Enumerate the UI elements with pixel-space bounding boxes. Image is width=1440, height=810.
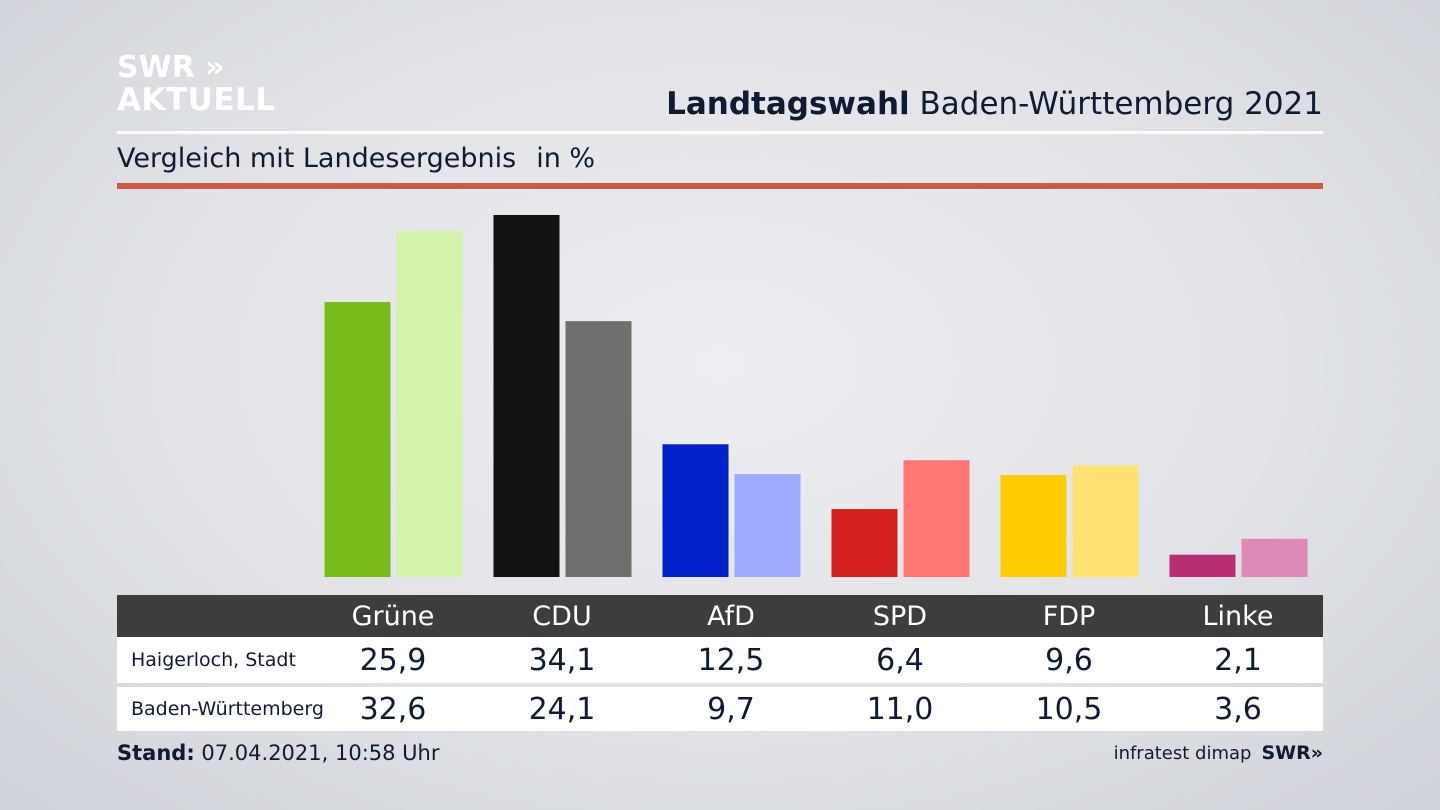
source-text: infratest dimap: [1113, 743, 1252, 764]
bar-linke-state: [1241, 538, 1308, 577]
table-cell: 9,6: [1045, 642, 1093, 678]
table-cell: 11,0: [866, 691, 934, 727]
bar-fdp-state: [1072, 465, 1139, 577]
stand-label: Stand:: [117, 741, 195, 765]
row-label: Baden-Württemberg: [131, 698, 324, 720]
table-cell: 32,6: [359, 691, 427, 727]
subtitle-text: Vergleich mit Landesergebnis: [117, 143, 517, 174]
bar-afd-state: [734, 474, 801, 577]
bar-cdu-state: [565, 321, 632, 577]
bar-grne-local: [324, 302, 391, 577]
table-cell: 24,1: [528, 691, 596, 727]
bar-grne-state: [396, 230, 463, 577]
title-bold: Landtagswahl: [666, 86, 910, 122]
logo-line-2: AKTUELL: [117, 82, 276, 118]
column-header: Grüne: [351, 600, 435, 632]
chart-title: Landtagswahl Baden-Württemberg 2021: [666, 86, 1323, 122]
swr-brand: SWR»: [1261, 742, 1323, 764]
table-row-local: Haigerloch, Stadt 25,9 34,1 12,5 6,4 9,6 2,1: [117, 637, 1323, 683]
bar-linke-local: [1169, 554, 1236, 577]
swr-aktuell-logo: SWR » AKTUELL: [117, 53, 276, 116]
row-label: Haigerloch, Stadt: [131, 649, 296, 671]
stand-value: 07.04.2021, 10:58 Uhr: [194, 741, 440, 765]
column-header: FDP: [1042, 600, 1096, 632]
column-header: SPD: [872, 600, 928, 632]
accent-divider: [117, 183, 1323, 189]
table-cell: 2,1: [1214, 642, 1262, 678]
chart-subtitle: Vergleich mit Landesergebnis in %: [117, 143, 595, 174]
unit-label: in %: [536, 143, 596, 174]
bar-cdu-local: [493, 215, 560, 577]
source-credit: infratest dimap SWR»: [1114, 742, 1323, 764]
title-rest: Baden-Württemberg 2021: [909, 86, 1324, 122]
table-cell: 9,7: [707, 691, 755, 727]
bar-chart: [324, 215, 1308, 577]
column-header: AfD: [707, 600, 755, 632]
bar-fdp-local: [1000, 475, 1067, 577]
title-divider: [117, 131, 1323, 134]
results-table: Grüne CDU AfD SPD FDP Linke Haigerloch, Stadt…: [117, 595, 1323, 731]
bar-spd-local: [831, 509, 898, 577]
table-cell: 25,9: [359, 642, 427, 678]
table-cell: 6,4: [876, 642, 924, 678]
table-cell: 12,5: [697, 642, 765, 678]
table-cell: 34,1: [528, 642, 596, 678]
table-cell: 10,5: [1035, 691, 1103, 727]
bar-spd-state: [903, 460, 970, 577]
table-cell: 3,6: [1214, 691, 1262, 727]
bar-afd-local: [662, 444, 729, 577]
logo-line-1: SWR »: [117, 50, 225, 85]
column-header: CDU: [532, 600, 592, 632]
timestamp: Stand: 07.04.2021, 10:58 Uhr: [117, 741, 440, 765]
table-row-state: Baden-Württemberg 32,6 24,1 9,7 11,0 10,5 3,6: [117, 687, 1323, 731]
column-header: Linke: [1202, 600, 1274, 632]
table-header: Grüne CDU AfD SPD FDP Linke: [117, 595, 1323, 637]
